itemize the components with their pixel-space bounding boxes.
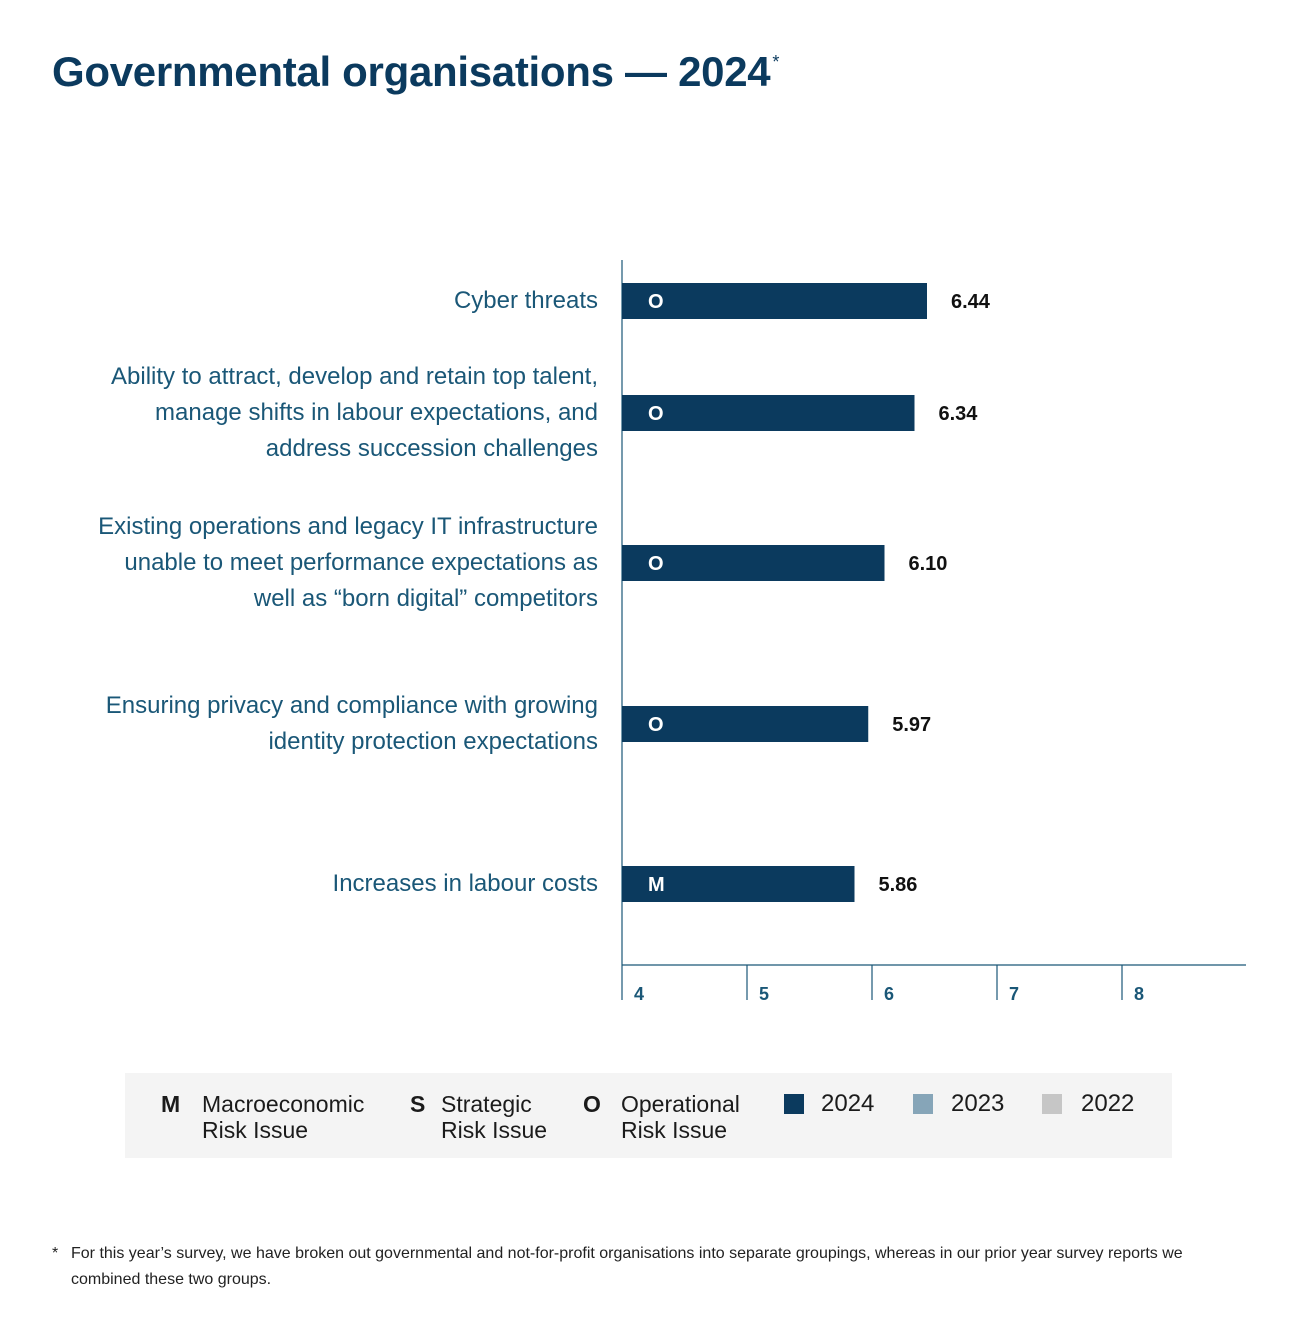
footnote-marker: * — [52, 1245, 59, 1262]
legend-year-2022: 2022 — [1081, 1090, 1135, 1117]
bar-value-label-5: 5.86 — [879, 874, 918, 896]
category-label-line: manage shifts in labour expectations, an… — [155, 399, 598, 426]
title-footnote-marker: * — [772, 52, 780, 72]
bar-3 — [622, 545, 885, 581]
bar-value-label-1: 6.44 — [951, 291, 991, 313]
category-label-line: Ensuring privacy and compliance with gro… — [105, 692, 598, 719]
x-tick-label-5: 5 — [759, 984, 769, 1004]
bar-5 — [622, 866, 855, 902]
category-label-3: Existing operations and legacy IT infras… — [38, 509, 598, 617]
bar-risk-type-4: O — [648, 714, 664, 736]
legend-letter-strategic: S — [410, 1091, 426, 1117]
legend-label-operational: Operational Risk Issue — [621, 1091, 740, 1143]
page-title: Governmental organisations — 2024 * — [52, 48, 780, 95]
legend-year-2023: 2023 — [951, 1090, 1005, 1117]
category-label-line: address succession challenges — [265, 435, 598, 462]
legend-letter-operational: O — [583, 1091, 601, 1117]
category-label-5: Increases in labour costs — [38, 866, 598, 902]
legend-label-strategic: Strategic Risk Issue — [441, 1091, 548, 1143]
category-label-line: Increases in labour costs — [332, 870, 598, 897]
category-label-line: Ability to attract, develop and retain t… — [111, 363, 598, 390]
legend-swatch-2024 — [784, 1094, 804, 1114]
category-label-2: Ability to attract, develop and retain t… — [38, 359, 598, 467]
bar-risk-type-3: O — [648, 553, 664, 575]
legend-swatch-2022 — [1042, 1094, 1062, 1114]
category-label-line: Cyber threats — [453, 287, 598, 314]
x-tick-label-4: 4 — [634, 984, 644, 1004]
bar-1 — [622, 283, 927, 319]
bar-2 — [622, 395, 915, 431]
x-tick-label-6: 6 — [884, 984, 894, 1004]
bar-risk-type-1: O — [648, 291, 664, 313]
legend-swatch-2023 — [913, 1094, 933, 1114]
x-tick-label-8: 8 — [1134, 984, 1144, 1004]
legend-letter-macroeconomic: M — [161, 1091, 181, 1117]
category-label-4: Ensuring privacy and compliance with gro… — [38, 688, 598, 760]
bar-value-label-4: 5.97 — [892, 714, 931, 736]
footnote-text: For this year’s survey, we have broken o… — [71, 1245, 1183, 1288]
bar-risk-type-5: M — [648, 874, 665, 896]
bar-chart: 4 5 6 7 8 O 6.44 O 6.34 O 6.10 O 5.97 M 5.86 — [621, 260, 1246, 1004]
category-label-line: identity protection expectations — [268, 728, 598, 755]
legend: M Macroeconomic Risk Issue S Strategic Ris… — [125, 1073, 1172, 1158]
category-label-1: Cyber threats — [38, 283, 598, 319]
legend-year-2024: 2024 — [821, 1090, 875, 1117]
bar-value-label-2: 6.34 — [939, 403, 979, 425]
bar-risk-type-2: O — [648, 403, 664, 425]
category-label-line: well as “born digital” competitors — [253, 585, 598, 612]
bar-4 — [622, 706, 869, 742]
legend-label-macroeconomic: Macroeconomic Risk Issue — [202, 1091, 365, 1143]
category-label-line: unable to meet performance expectations … — [124, 549, 598, 576]
bar-value-label-3: 6.10 — [909, 553, 948, 575]
category-label-line: Existing operations and legacy IT infras… — [98, 513, 598, 540]
x-tick-label-7: 7 — [1009, 984, 1019, 1004]
